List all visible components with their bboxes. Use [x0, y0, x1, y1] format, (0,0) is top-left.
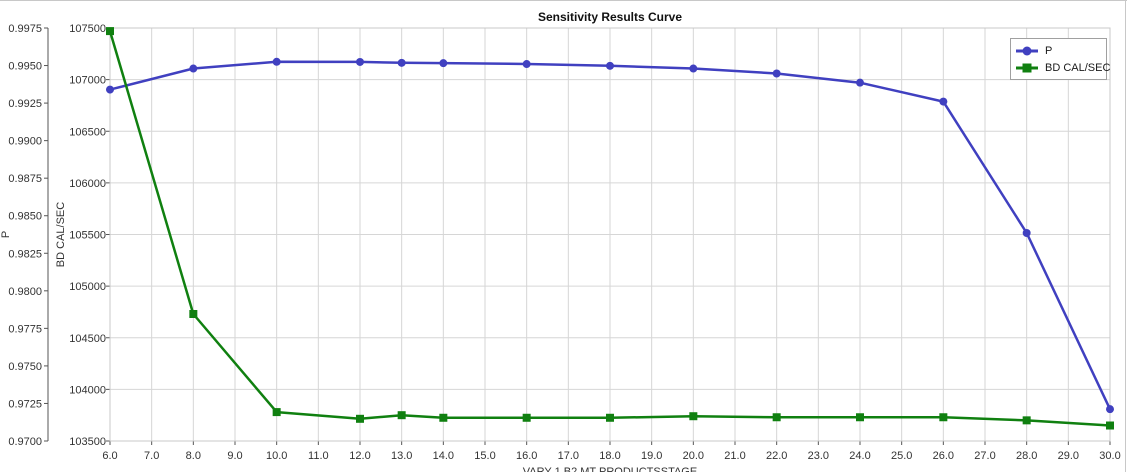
chart-legend: P BD CAL/SEC [1010, 38, 1111, 80]
y-axis-p-tick-label: 0.9800 [8, 286, 42, 298]
y-axis-bd-label: BD CAL/SEC [55, 202, 67, 267]
data-point-p [272, 57, 281, 66]
series-line-bd-cal-sec [108, 30, 1111, 427]
x-tick-label: 29.0 [1058, 450, 1079, 462]
x-tick-label: 12.0 [349, 450, 370, 462]
legend-label-bd-cal-sec: BD CAL/SEC [1045, 62, 1111, 74]
y-axis-bd-tick-label: 106000 [69, 178, 106, 190]
data-point-bd-cal-sec [439, 413, 448, 422]
y-axis-p-tick-label: 0.9875 [8, 173, 42, 185]
data-point-bd-cal-sec [689, 412, 698, 421]
x-tick-label: 24.0 [849, 450, 870, 462]
data-point-bd-cal-sec [772, 413, 781, 422]
x-tick-label: 17.0 [558, 450, 579, 462]
y-axis-bd-tick-label: 107000 [69, 75, 106, 87]
x-tick-label: 22.0 [766, 450, 787, 462]
y-axis-p-tick-label: 0.9750 [8, 361, 42, 373]
x-tick-label: 14.0 [433, 450, 454, 462]
legend-marker-square-icon [1016, 63, 1038, 73]
y-axis-bd-tick-label: 104500 [69, 333, 106, 345]
x-tick-label: 30.0 [1099, 450, 1120, 462]
y-axis-p-tick-label: 0.9950 [8, 61, 42, 73]
y-axis-bd-tick-label: 103500 [69, 436, 106, 448]
data-point-bd-cal-sec [1106, 421, 1114, 430]
data-point-bd-cal-sec [939, 413, 948, 422]
y-axis-bd-tick-label: 105000 [69, 281, 106, 293]
x-tick-label: 11.0 [308, 450, 329, 462]
x-tick-label: 10.0 [266, 450, 287, 462]
x-tick-label: 21.0 [724, 450, 745, 462]
x-tick-label: 15.0 [474, 450, 495, 462]
data-point-bd-cal-sec [606, 413, 614, 422]
data-point-p [439, 59, 448, 68]
y-axis-p-tick-label: 0.9975 [8, 23, 42, 35]
y-axis-p-tick-label: 0.9700 [8, 436, 42, 448]
x-tick-label: 18.0 [599, 450, 620, 462]
x-axis-label: VARY 1 B2 MT PRODUCTSSTAGE [523, 466, 697, 472]
data-point-bd-cal-sec [356, 414, 364, 423]
chart-title: Sensitivity Results Curve [538, 10, 682, 24]
data-point-p [939, 97, 948, 106]
data-point-p [356, 57, 364, 66]
y-axis-bd-tick-label: 107500 [69, 23, 106, 35]
window-right-border [1125, 0, 1126, 472]
y-axis-bd-tick-label: 105500 [69, 230, 106, 242]
data-point-p [1022, 228, 1031, 237]
y-axis-p-tick-label: 0.9925 [8, 98, 42, 110]
y-axis-bd-tick-label: 106500 [69, 126, 106, 138]
data-point-bd-cal-sec [856, 413, 864, 422]
y-axis-p-tick-label: 0.9825 [8, 248, 42, 260]
x-tick-label: 23.0 [808, 450, 829, 462]
data-point-bd-cal-sec [1022, 416, 1031, 425]
y-axis-p-tick-label: 0.9900 [8, 136, 42, 148]
y-axis-bd-tick-label: 104000 [69, 384, 106, 396]
plot-border [109, 27, 1111, 442]
data-point-bd-cal-sec [522, 413, 531, 422]
data-point-bd-cal-sec [272, 408, 281, 417]
x-tick-label: 28.0 [1016, 450, 1037, 462]
x-tick-label: 8.0 [186, 450, 201, 462]
y-axis-p-tick-label: 0.9775 [8, 323, 42, 335]
data-point-p [522, 60, 531, 69]
data-point-p [772, 69, 781, 78]
data-point-bd-cal-sec [397, 411, 406, 420]
x-tick-label: 6.0 [102, 450, 117, 462]
x-tick-label: 16.0 [516, 450, 537, 462]
legend-marker-circle-icon [1016, 46, 1038, 56]
legend-label-p: P [1045, 45, 1053, 57]
data-point-p [189, 64, 198, 73]
x-tick-label: 25.0 [891, 450, 912, 462]
x-tick-label: 26.0 [933, 450, 954, 462]
data-point-p [606, 61, 614, 70]
x-tick-label: 19.0 [641, 450, 662, 462]
x-tick-label: 9.0 [227, 450, 242, 462]
y-axis-p-label: P [0, 231, 12, 238]
x-tick-label: 20.0 [683, 450, 704, 462]
y-axis-p-tick-label: 0.9725 [8, 398, 42, 410]
data-point-p [397, 58, 406, 67]
series-line-p [109, 60, 1112, 410]
data-point-p [1106, 405, 1114, 414]
x-tick-label: 13.0 [391, 450, 412, 462]
data-point-p [856, 78, 864, 87]
x-tick-label: 27.0 [974, 450, 995, 462]
data-point-p [689, 64, 698, 73]
data-point-p [106, 85, 114, 94]
window-top-border [0, 0, 1127, 1]
data-point-bd-cal-sec [106, 27, 114, 36]
x-tick-label: 7.0 [144, 450, 159, 462]
y-axis-p-tick-label: 0.9850 [8, 211, 42, 223]
data-point-bd-cal-sec [189, 310, 198, 319]
